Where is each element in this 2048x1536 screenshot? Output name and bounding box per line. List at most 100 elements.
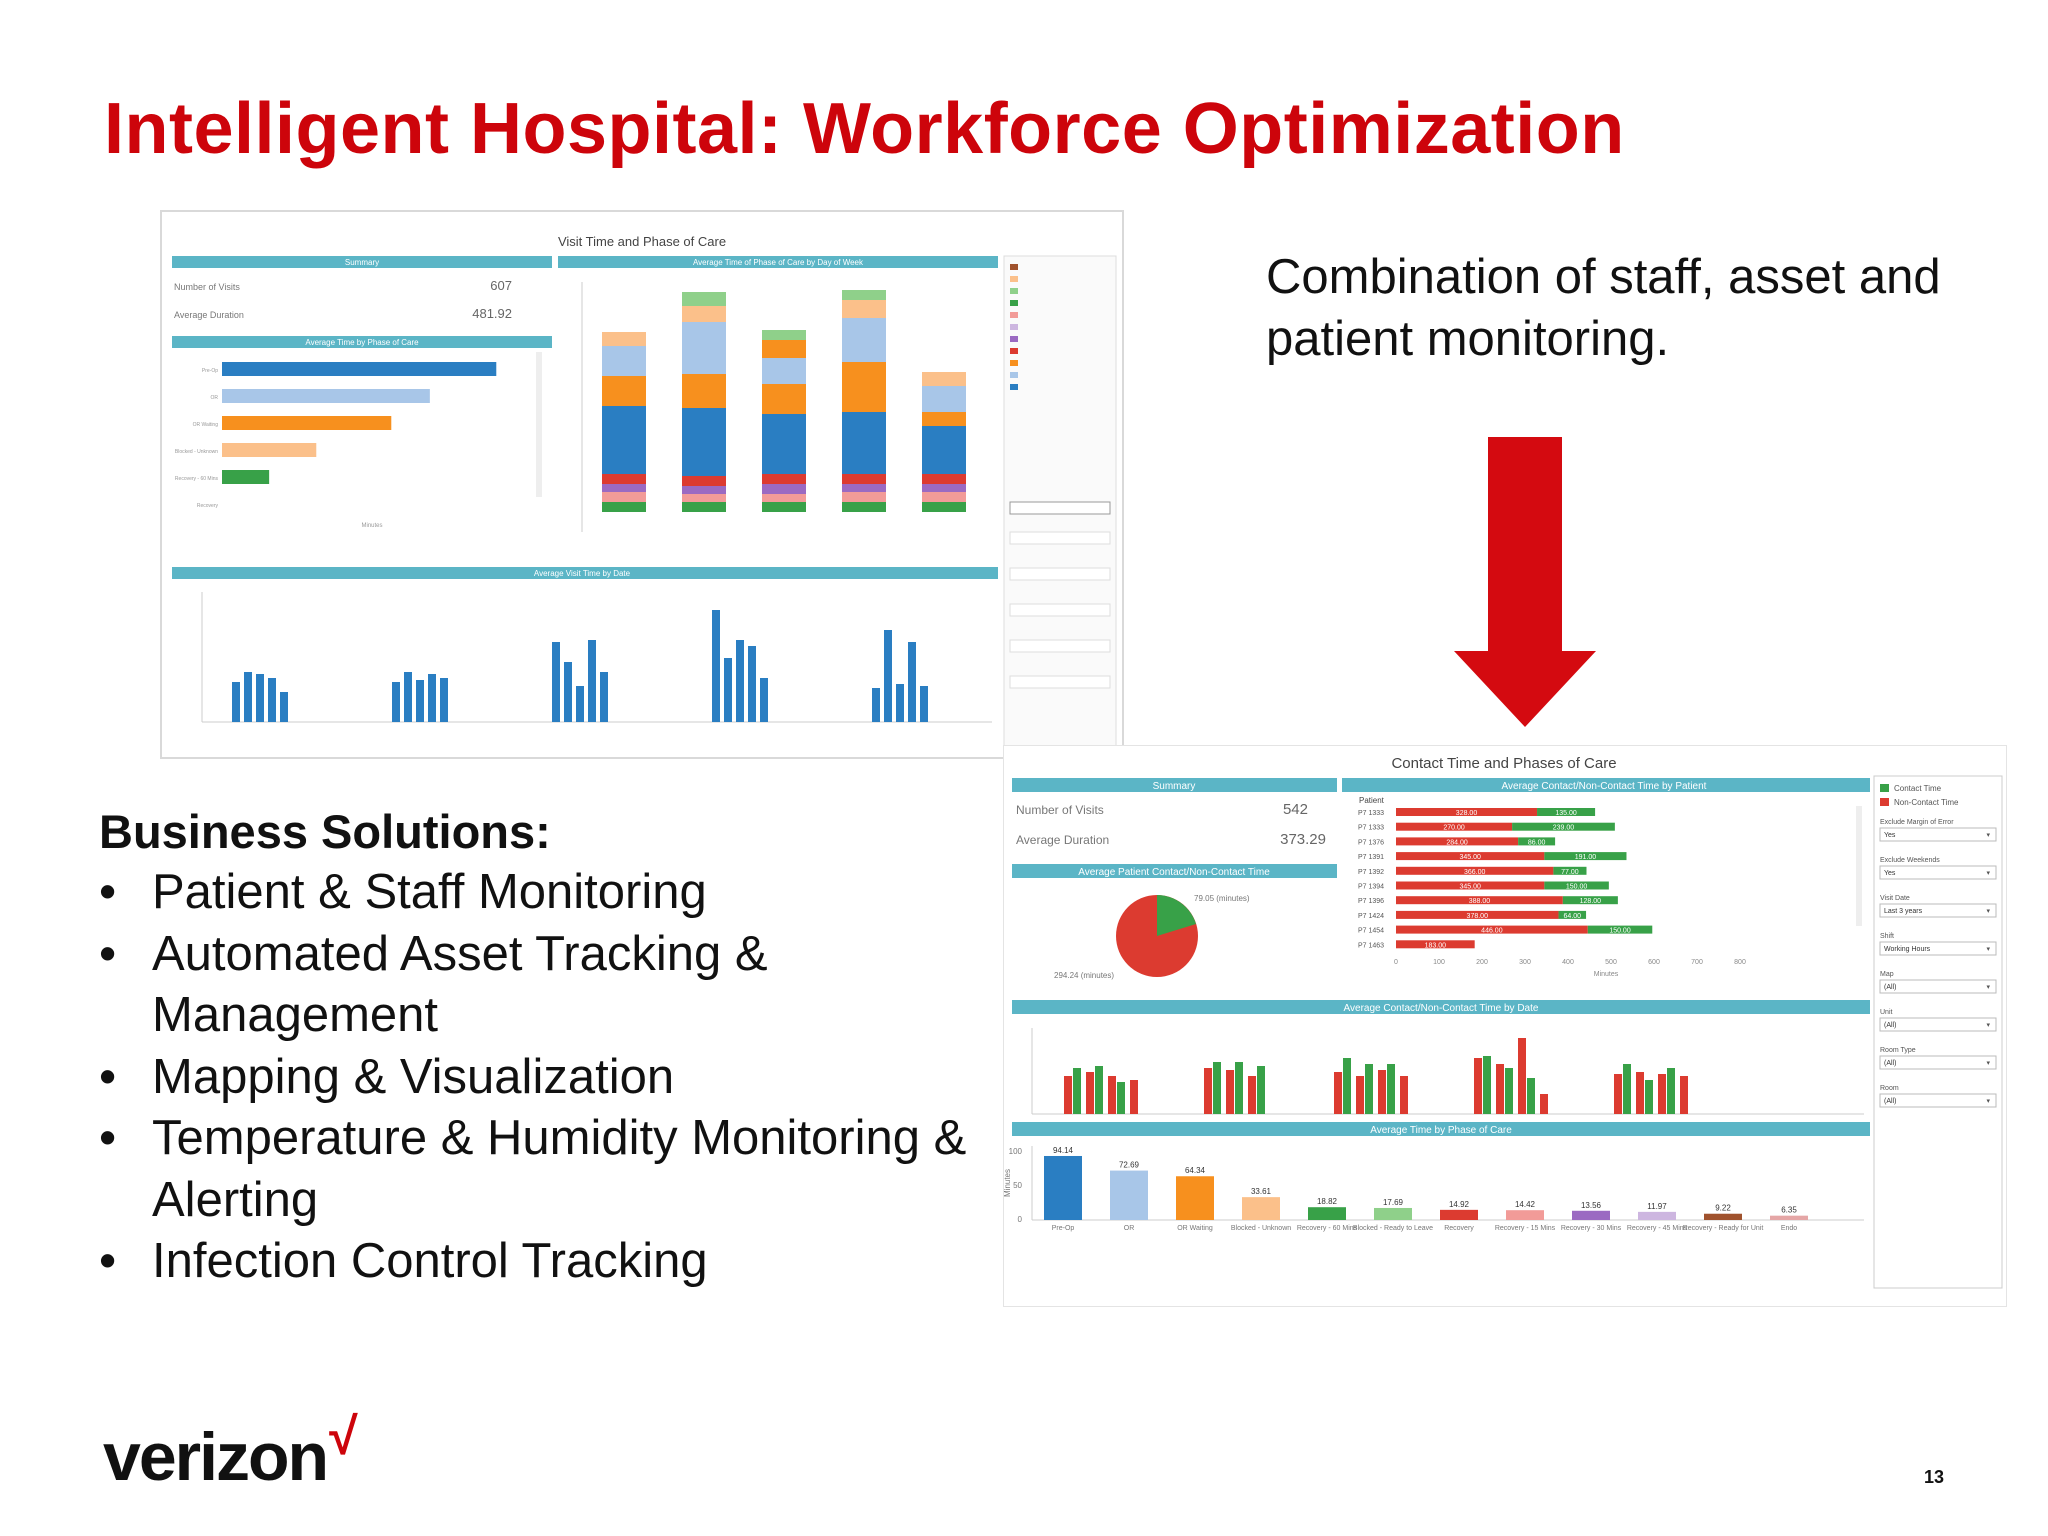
dashboard1-filter-4[interactable] [1009,639,1111,653]
chevron-down-icon: ▾ [1986,1098,1990,1105]
phase-scrollbar[interactable] [536,352,542,497]
list-item: • Temperature & Humidity Monitoring & Ale… [99,1108,1019,1231]
patient-green-value-0: 135.00 [1555,810,1577,817]
friday-stack [922,372,966,512]
contact-time-dashboard: Contact Time and Phases of Care Summary … [1003,745,2007,1307]
dashboard1-filter-3[interactable] [1009,603,1111,617]
bullet-icon: • [99,926,117,981]
phase-bar-category-7: Recovery - 15 Mins [1495,1225,1556,1232]
hbar-label-0: Pre-Op [202,368,218,374]
dashboard2-summary-header-bar [1012,778,1337,792]
patient-bar-red-5 [1396,881,1545,890]
dashboard1-date-filter[interactable] [1009,501,1111,515]
day-of-week-stacked-bars [602,290,966,512]
phase-bar-value-1: 72.69 [1119,1161,1140,1170]
list-item-text: Patient & Staff Monitoring [152,865,707,919]
phase-bar-category-10: Recovery - Ready for Unit [1683,1225,1764,1232]
dashboard2-filters-panel [1873,775,2003,1289]
filter-value-0: Yes [1884,832,1896,839]
patient-bar-green-3 [1544,852,1627,861]
patient-id-2: P7 1376 [1358,839,1384,846]
list-item: • Mapping & Visualization [99,1047,1019,1109]
legend-swatch-non-contact [1880,798,1889,806]
patient-id-0: P7 1333 [1358,810,1384,817]
slide-title: Intelligent Hospital: Workforce Optimiza… [104,89,1625,169]
patient-green-value-6: 128.00 [1580,898,1602,905]
patient-id-8: P7 1454 [1358,928,1384,935]
chevron-down-icon: ▾ [1986,946,1990,953]
phase-bar-category-2: OR Waiting [1177,1225,1213,1232]
list-item-text: Automated Asset Tracking & Management [152,926,768,1043]
patient-axis-tick-1: 100 [1433,959,1445,966]
patient-red-value-4: 366.00 [1464,869,1486,876]
patient-bar-red-9 [1396,940,1475,949]
phase-bar-category-9: Recovery - 45 Mins [1627,1225,1688,1232]
dashboard1-filter-5[interactable] [1009,675,1111,689]
dashboard1-filters-panel [1003,255,1117,747]
filter-label-0: Exclude Margin of Error [1880,819,1954,826]
hbar-0 [222,362,497,376]
patient-axis-tick-2: 200 [1476,959,1488,966]
patient-bar-green-2 [1518,837,1556,846]
patient-red-value-3: 345.00 [1459,854,1481,861]
hbar-label-4: Recovery - 60 Mins [175,476,219,482]
patient-header-bar [1342,778,1870,792]
patient-id-1: P7 1333 [1358,825,1384,832]
dashboard1-filter-2[interactable] [1009,567,1111,581]
visits-label: Number of Visits [174,282,240,292]
dashboard2-visits-label: Number of Visits [1016,803,1104,817]
filter-dropdown-5[interactable] [1879,1017,1997,1032]
phase-bar-3 [1242,1197,1280,1220]
phase-bar-value-11: 6.35 [1781,1206,1797,1215]
dashboard2-summary-header: Summary [1153,781,1196,792]
patient-bar-green-5 [1544,881,1609,890]
list-item: • Infection Control Tracking [99,1231,1019,1293]
filter-dropdown-3[interactable] [1879,941,1997,956]
phase2-ytick-0: 0 [1018,1215,1023,1224]
filter-dropdown-2[interactable] [1879,903,1997,918]
chevron-down-icon: ▾ [1986,984,1990,991]
phase-bar-1 [1110,1170,1148,1220]
filter-label-4: Map [1880,971,1894,978]
filter-dropdown-6[interactable] [1879,1055,1997,1070]
dashboard2-title: Contact Time and Phases of Care [1391,755,1616,772]
page-number: 13 [1924,1467,1945,1487]
chevron-down-icon: ▾ [1986,1060,1990,1067]
phase-bar-value-5: 17.69 [1383,1198,1404,1207]
phase-bar-2 [1176,1176,1214,1220]
patient-bar-red-0 [1396,808,1538,816]
day-header: Average Time of Phase of Care by Day of … [693,258,864,267]
patient-red-value-2: 284.00 [1446,839,1468,846]
phase-bar-4 [1308,1207,1346,1220]
filter-dropdown-1[interactable] [1879,865,1997,880]
thursday-stack [842,290,886,512]
patient-green-value-3: 191.00 [1575,854,1597,861]
patient-scrollbar[interactable] [1856,806,1862,926]
phase-header: Average Time by Phase of Care [305,338,419,347]
phase-bar-value-10: 9.22 [1715,1204,1731,1213]
patient-id-3: P7 1391 [1358,854,1384,861]
filter-label-5: Unit [1880,1009,1893,1016]
wednesday-stack [762,330,806,512]
phase-bar-value-2: 64.34 [1185,1166,1206,1175]
phase-bar-chart: Pre-Op OR OR Waiting Blocked - Unknown Recov… [175,362,497,529]
dashboard1-filter-1[interactable] [1009,531,1111,545]
bullet-icon: • [99,865,117,919]
filter-dropdown-4[interactable] [1879,979,1997,994]
patient-bar-red-7 [1396,910,1559,919]
patient-red-value-7: 378.00 [1467,913,1489,920]
duration-label: Average Duration [174,310,244,320]
phase-bar-value-6: 14.92 [1449,1200,1470,1209]
patient-red-value-8: 446.00 [1481,928,1503,935]
filter-dropdown-0[interactable] [1879,827,1997,842]
filter-dropdown-7[interactable] [1879,1093,1997,1108]
chevron-down-icon: ▾ [1986,870,1990,877]
patient-id-9: P7 1463 [1358,942,1384,949]
patient-green-value-8: 150.00 [1609,928,1631,935]
phase-bar-7 [1506,1210,1544,1220]
dashboard2-filter-list: Exclude Margin of Error Yes ▾ Exclude Weeke… [1879,819,1997,1108]
patient-green-value-7: 64.00 [1564,913,1582,920]
patient-bar-red-6 [1396,896,1563,905]
bullet-icon: • [99,1111,117,1165]
patient-bar-green-8 [1587,925,1653,934]
